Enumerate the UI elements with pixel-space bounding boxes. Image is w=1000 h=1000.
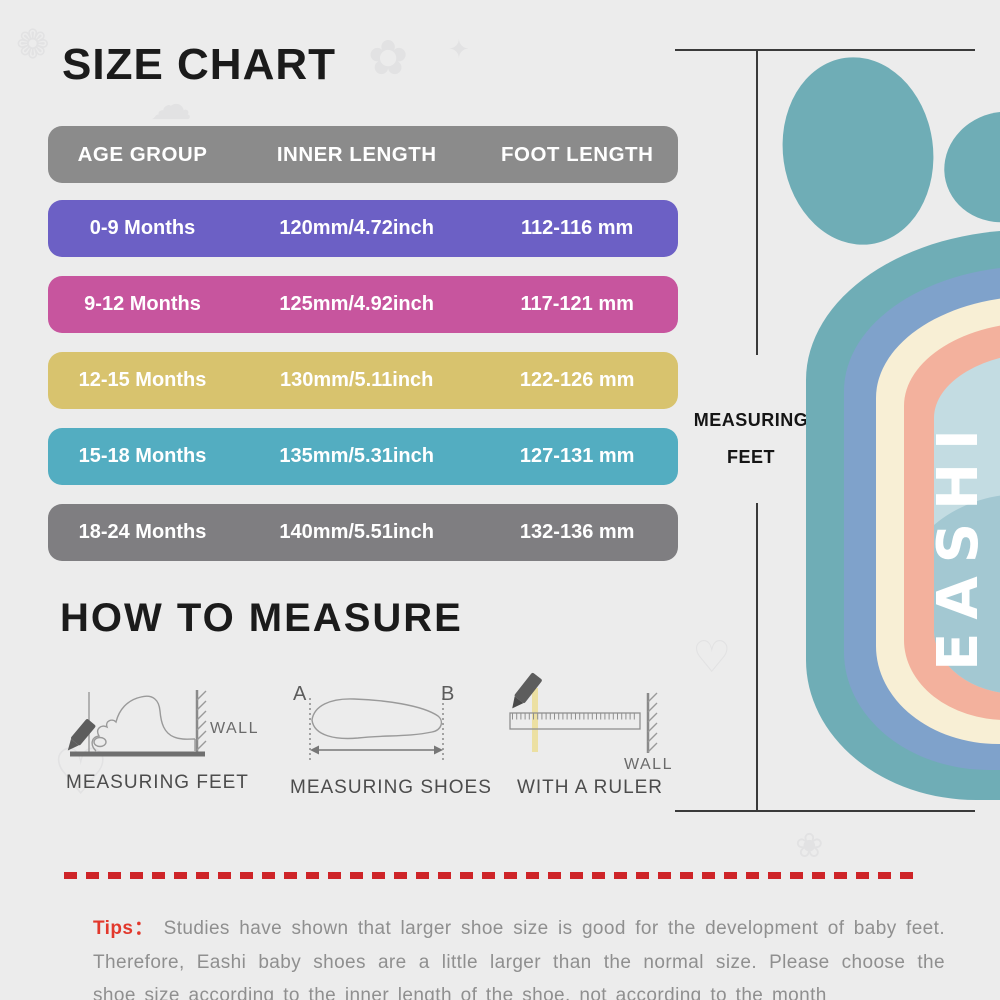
measure-line-vertical-upper xyxy=(756,49,758,355)
measuring-shoes-diagram xyxy=(309,698,444,762)
doodle-sparkle-icon: ✦ xyxy=(448,34,470,64)
table-row: 15-18 Months 135mm/5.31inch 127-131 mm xyxy=(48,428,678,485)
red-dashed-divider xyxy=(64,872,920,879)
measuring-feet-annotation-line2: FEET xyxy=(726,447,775,467)
pencil-icon xyxy=(512,672,542,709)
cell-inner: 120mm/4.72inch xyxy=(279,217,434,239)
wall-label: WALL xyxy=(210,720,259,737)
point-a-label: A xyxy=(293,683,308,705)
header-foot-length: FOOT LENGTH xyxy=(500,142,654,166)
with-a-ruler-caption: WITH A RULER xyxy=(516,777,664,798)
measuring-feet-annotation-line1: MEASURING xyxy=(693,410,809,430)
footprint-ring-cream xyxy=(876,296,1000,744)
footprint-big-toe xyxy=(770,47,946,255)
measuring-feet-caption: MEASURING FEET xyxy=(66,772,249,793)
cell-age: 9-12 Months xyxy=(84,293,201,315)
pencil-icon xyxy=(67,719,96,751)
cell-inner: 140mm/5.51inch xyxy=(279,521,434,543)
cell-foot: 112-116 mm xyxy=(521,217,634,239)
footprint-second-toe xyxy=(932,99,1000,235)
cell-foot: 122-126 mm xyxy=(519,369,635,391)
footprint-ring-outer xyxy=(806,230,1000,800)
doodle-flower-icon: ❀ xyxy=(795,827,824,865)
footprint-inner-sole xyxy=(934,352,1000,694)
point-b-label: B xyxy=(441,683,456,705)
measure-line-bottom xyxy=(675,810,975,812)
how-to-measure-title: HOW TO MEASURE xyxy=(60,596,463,640)
measure-line-vertical-lower xyxy=(756,503,758,811)
tips-label: Tips： xyxy=(93,918,155,939)
table-row: 18-24 Months 140mm/5.51inch 132-136 mm xyxy=(48,504,678,561)
cell-inner: 135mm/5.31inch xyxy=(279,445,434,467)
measuring-feet-annotation: MEASURING FEET xyxy=(688,402,814,476)
doodle-blossom-icon: ❁ xyxy=(16,23,50,67)
cell-age: 18-24 Months xyxy=(78,521,207,543)
cell-age: 0-9 Months xyxy=(89,217,196,239)
cell-foot: 127-131 mm xyxy=(519,445,635,467)
header-inner-length: INNER LENGTH xyxy=(276,142,437,166)
cell-age: 15-18 Months xyxy=(78,445,207,467)
cell-age: 12-15 Months xyxy=(78,369,207,391)
measure-line-top xyxy=(675,49,975,51)
size-table-header: AGE GROUP INNER LENGTH FOOT LENGTH xyxy=(48,126,678,183)
measuring-feet-diagram xyxy=(67,690,207,757)
page-title: SIZE CHART xyxy=(62,40,336,89)
header-age-group: AGE GROUP xyxy=(77,142,208,166)
cell-inner: 125mm/4.92inch xyxy=(279,293,434,315)
cell-inner: 130mm/5.11inch xyxy=(279,369,434,391)
measuring-shoes-caption: MEASURING SHOES xyxy=(290,777,492,798)
cell-foot: 117-121 mm xyxy=(520,293,634,315)
table-row: 9-12 Months 125mm/4.92inch 117-121 mm xyxy=(48,276,678,333)
tips-paragraph: Tips： Studies have shown that larger sho… xyxy=(93,912,945,1000)
doodle-flower-icon: ✿ xyxy=(368,32,409,85)
footprint-ring-salmon xyxy=(904,322,1000,720)
footprint-heel-pad xyxy=(934,494,1000,694)
wall-label: WALL xyxy=(624,756,673,773)
footprint-ring-blue xyxy=(844,266,1000,770)
cell-foot: 132-136 mm xyxy=(519,521,635,543)
table-row: 12-15 Months 130mm/5.11inch 122-126 mm xyxy=(48,352,678,409)
tips-text: Studies have shown that larger shoe size… xyxy=(93,918,945,1000)
table-row: 0-9 Months 120mm/4.72inch 112-116 mm xyxy=(48,200,678,257)
ruler-diagram xyxy=(509,672,658,753)
doodle-heart-icon: ♡ xyxy=(692,633,732,682)
